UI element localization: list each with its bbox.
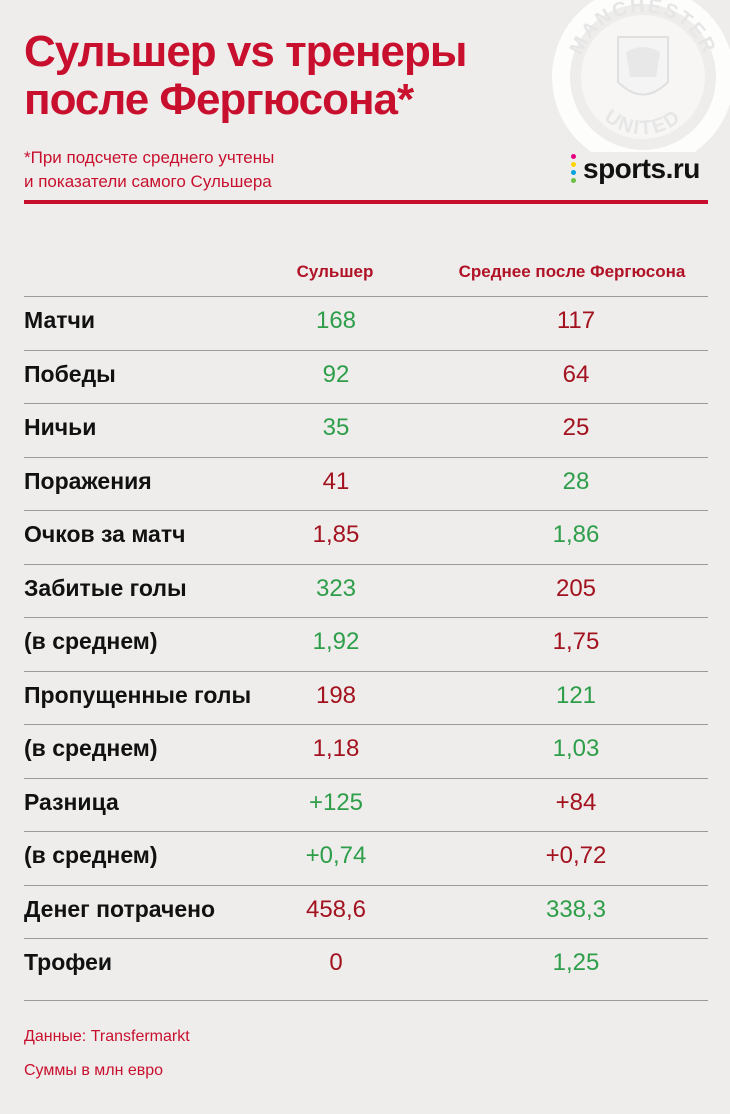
value-solskjaer: +125 <box>308 788 364 816</box>
value-solskjaer: 323 <box>315 574 357 602</box>
value-average: 1,86 <box>552 521 600 548</box>
logo-dots-icon <box>570 154 578 184</box>
value-solskjaer: 1,18 <box>312 735 360 762</box>
title-line-2: после Фергюсона* <box>24 75 414 124</box>
value-solskjaer: 0 <box>329 949 343 976</box>
table-row: Разница +125 +84 <box>24 777 708 832</box>
row-label: Ничьи <box>24 414 97 440</box>
footnote-line-1: *При подсчете среднего учтены <box>24 148 275 167</box>
units-note: Суммы в млн евро <box>24 1062 164 1079</box>
header-divider <box>24 200 708 204</box>
table-row: Ничьи 35 25 <box>24 403 708 457</box>
table-row: Пропущенные голы 198 121 <box>24 670 708 725</box>
value-average: 1,03 <box>552 735 600 762</box>
column-header-average: Среднее после Фергюсона <box>458 262 686 281</box>
table-row: (в среднем) +0,74 +0,72 <box>24 831 708 885</box>
table-row: Победы 92 64 <box>24 349 708 404</box>
table-row: (в среднем) 1,92 1,75 <box>24 617 708 671</box>
row-label: Поражения <box>24 467 152 494</box>
value-solskjaer: 458,6 <box>305 895 367 923</box>
value-average: 28 <box>562 467 590 495</box>
table-row: (в среднем) 1,18 1,03 <box>24 724 708 778</box>
value-solskjaer: 92 <box>322 360 350 388</box>
value-average: 117 <box>556 307 596 334</box>
value-average: +0,72 <box>545 842 607 869</box>
value-solskjaer: 198 <box>315 681 357 709</box>
value-average: 121 <box>555 681 597 709</box>
row-label: Разница <box>24 788 119 815</box>
stats-table: Матчи 168 117 Победы 92 64 Ничьи 35 25 Поражения 4… <box>24 296 708 992</box>
row-label: (в среднем) <box>24 735 158 761</box>
data-source: Данные: Transfermarkt <box>24 1028 190 1045</box>
row-label: Матчи <box>24 307 95 333</box>
value-solskjaer: 41 <box>322 467 350 495</box>
table-row: Матчи 168 117 <box>24 296 708 350</box>
row-label: Пропущенные голы <box>24 681 252 708</box>
sports-ru-logo: sports.ru <box>570 150 710 188</box>
table-row: Трофеи 0 1,25 <box>24 938 708 992</box>
title-line-1: Сульшер vs тренеры <box>24 27 467 76</box>
value-solskjaer: 35 <box>322 414 350 441</box>
table-row: Денег потрачено 458,6 338,3 <box>24 884 708 939</box>
table-row: Поражения 41 28 <box>24 456 708 511</box>
value-average: 64 <box>562 360 590 388</box>
value-average: 1,25 <box>552 949 600 976</box>
value-solskjaer: 1,92 <box>312 628 360 655</box>
row-label: Трофеи <box>24 949 113 975</box>
club-crest-watermark: MANCHESTER UNITED <box>552 0 730 152</box>
value-average: 25 <box>562 414 590 441</box>
row-label: Победы <box>24 360 116 387</box>
value-average: 1,75 <box>552 628 600 655</box>
table-row: Очков за матч 1,85 1,86 <box>24 510 708 564</box>
footnote: *При подсчете среднего учтены и показате… <box>24 146 424 194</box>
row-label: Забитые голы <box>24 574 187 601</box>
row-label: Денег потрачено <box>24 895 216 922</box>
value-average: 205 <box>555 574 597 602</box>
value-solskjaer: 1,85 <box>312 521 360 548</box>
value-solskjaer: +0,74 <box>305 842 367 869</box>
row-label: (в среднем) <box>24 842 158 868</box>
page-title: Сульшер vs тренеры после Фергюсона* <box>24 28 584 124</box>
value-average: +84 <box>555 788 597 816</box>
column-header-solskjaer: Сульшер <box>296 262 374 281</box>
table-row: Забитые голы 323 205 <box>24 563 708 618</box>
table-bottom-divider <box>24 1000 708 1001</box>
footnote-line-2: и показатели самого Сульшера <box>24 172 272 191</box>
row-label: (в среднем) <box>24 628 158 654</box>
logo-text: sports.ru <box>583 153 700 184</box>
value-solskjaer: 168 <box>315 307 357 334</box>
row-label: Очков за матч <box>24 521 186 547</box>
value-average: 338,3 <box>545 895 607 923</box>
